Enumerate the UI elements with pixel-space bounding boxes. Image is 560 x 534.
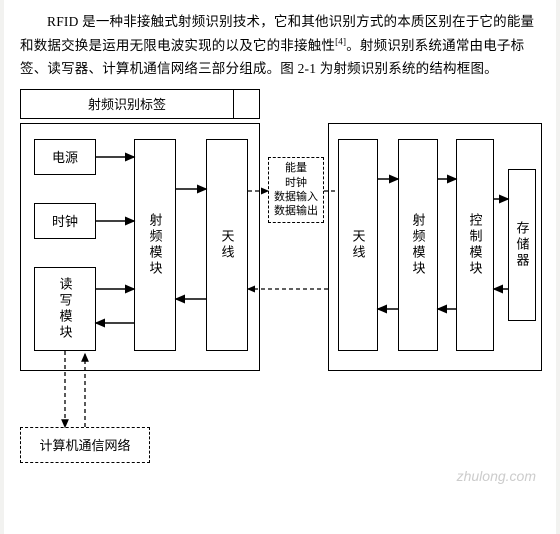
clock-label: 时钟 [52,211,78,230]
tag-title-box: 射频识别标签 [20,89,234,119]
exch-l1: 能量 [285,161,307,175]
exch-l3: 数据输入 [274,190,318,204]
citation: [4] [335,36,346,46]
reader-rf-module: 射频模块 [134,139,176,351]
tag-rf-label: 射频模块 [409,213,428,277]
storage-box: 存储器 [508,169,536,321]
ctrl-module: 控制模块 [456,139,494,351]
clock-box: 时钟 [34,203,96,239]
exch-l4: 数据输出 [274,204,318,218]
rw-module-label: 读写模块 [56,277,75,341]
power-label: 电源 [52,147,78,166]
exchange-box: 能量 时钟 数据输入 数据输出 [268,157,324,223]
rw-module-box: 读写模块 [34,267,96,351]
system-diagram: 射频读写器 射频识别标签 电源 时钟 读写模块 射频模块 天线 能量 时钟 [20,89,542,469]
tag-antenna-label: 天线 [349,229,368,261]
storage-label: 存储器 [513,221,532,269]
tag-antenna: 天线 [338,139,378,351]
reader-antenna-label: 天线 [218,229,237,261]
ctrl-module-label: 控制模块 [466,213,485,277]
network-box: 计算机通信网络 [20,427,150,463]
reader-antenna: 天线 [206,139,248,351]
intro-paragraph: RFID 是一种非接触式射频识别技术，它和其他识别方式的本质区别在于它的能量和数… [20,10,540,81]
reader-rf-label: 射频模块 [146,213,165,277]
watermark: zhulong.com [457,468,536,484]
network-label: 计算机通信网络 [39,435,130,454]
tag-rf-module: 射频模块 [398,139,438,351]
power-box: 电源 [34,139,96,175]
tag-title: 射频识别标签 [88,94,166,113]
exch-l2: 时钟 [285,176,307,190]
